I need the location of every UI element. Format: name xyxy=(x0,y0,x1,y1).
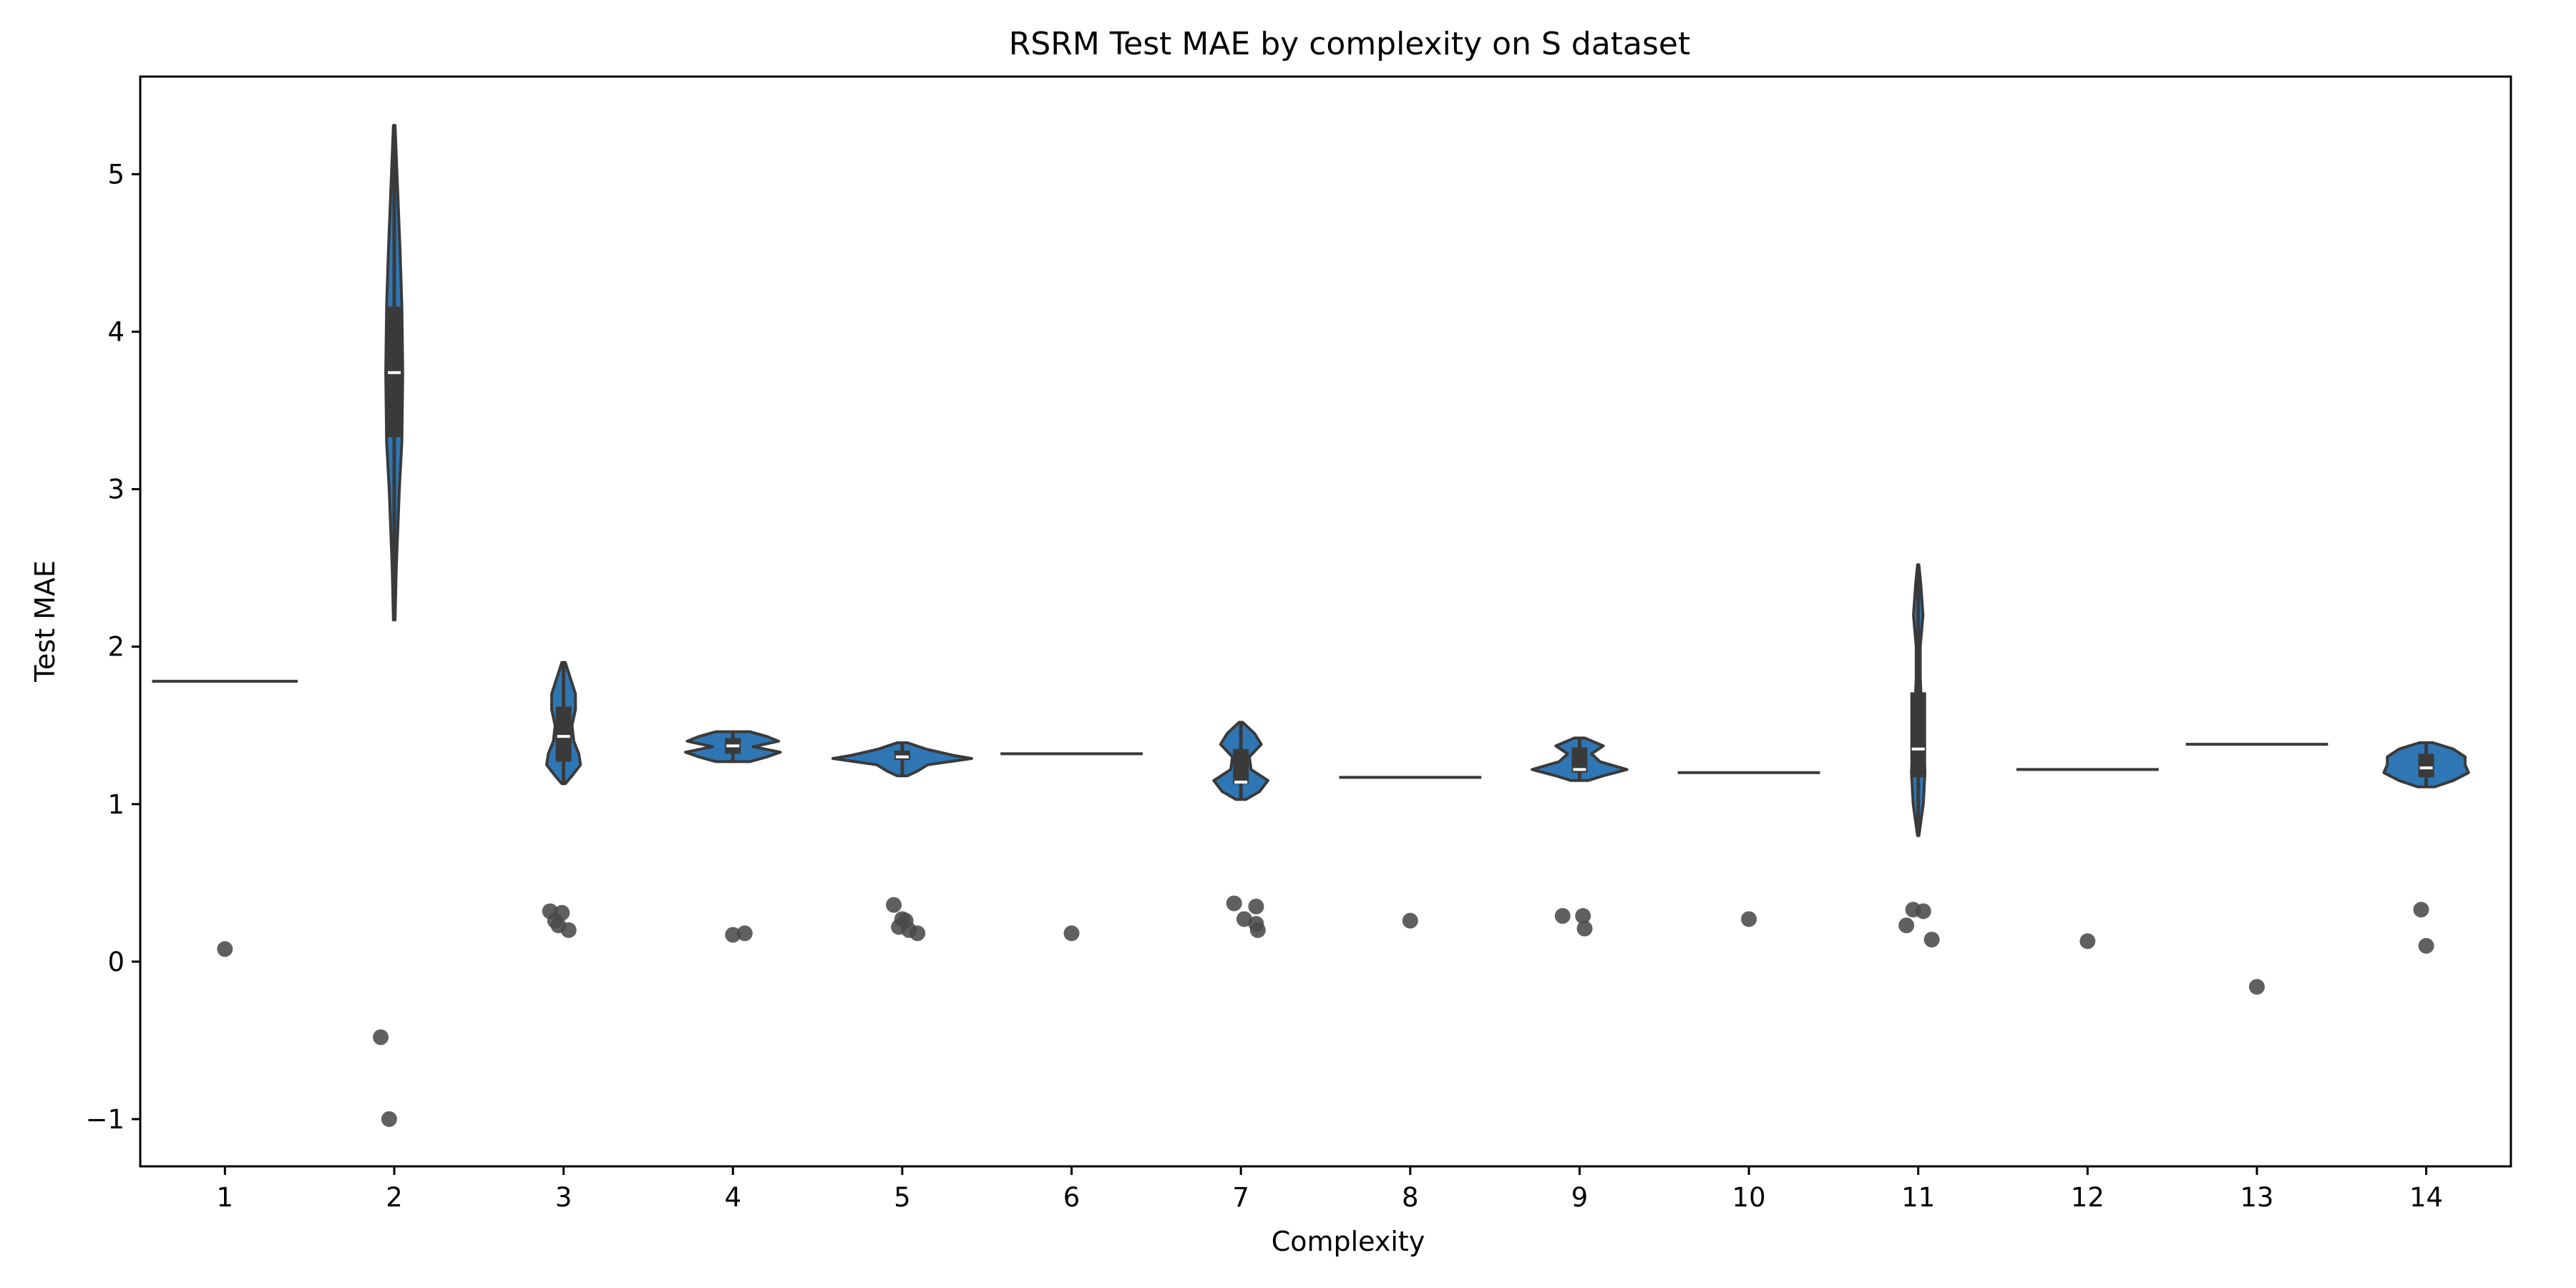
data-point-5-10 xyxy=(886,897,902,913)
violin-2 xyxy=(384,124,404,622)
x-tick-label-14: 14 xyxy=(2409,1182,2443,1213)
y-axis-label: Test MAE xyxy=(29,560,61,683)
plot-frame xyxy=(139,75,2512,1168)
violin-14 xyxy=(2382,741,2470,789)
data-point-3-6 xyxy=(554,904,570,921)
y-tick-label-5: 5 xyxy=(107,159,125,190)
data-point-10-26 xyxy=(1741,911,1757,927)
data-point-2-1 xyxy=(373,1029,389,1045)
data-point-11-27 xyxy=(1898,917,1915,934)
x-tick-label-2: 2 xyxy=(386,1182,403,1213)
x-tick-label-7: 7 xyxy=(1232,1182,1249,1213)
data-point-7-20 xyxy=(1248,898,1264,914)
data-point-5-15 xyxy=(909,925,926,942)
data-point-14-33 xyxy=(2413,902,2429,918)
x-tick-label-10: 10 xyxy=(1732,1182,1766,1213)
data-point-7-21 xyxy=(1249,922,1266,938)
data-point-4-9 xyxy=(736,925,753,942)
data-point-3-7 xyxy=(560,922,577,938)
x-tick-label-8: 8 xyxy=(1402,1182,1419,1213)
data-point-1-0 xyxy=(217,941,233,957)
violin-11 xyxy=(1910,563,1927,837)
x-tick-label-4: 4 xyxy=(724,1182,741,1213)
data-point-7-17 xyxy=(1226,895,1242,912)
data-point-12-31 xyxy=(2079,933,2096,950)
violin-box-7 xyxy=(1233,748,1249,784)
x-tick-label-9: 9 xyxy=(1571,1182,1589,1213)
violin-3 xyxy=(545,660,582,786)
data-point-4-8 xyxy=(725,927,741,943)
y-tick-label-1: 1 xyxy=(107,789,125,820)
data-point-13-32 xyxy=(2249,979,2265,995)
chart-title: RSRM Test MAE by complexity on S dataset xyxy=(1009,26,1691,62)
x-tick-label-5: 5 xyxy=(894,1182,911,1213)
violin-box-9 xyxy=(1571,747,1588,773)
data-point-6-16 xyxy=(1063,925,1080,942)
violin-7 xyxy=(1212,721,1269,801)
x-tick-label-1: 1 xyxy=(217,1182,234,1213)
x-tick-label-11: 11 xyxy=(1901,1182,1935,1213)
data-point-14-34 xyxy=(2418,937,2434,954)
data-point-2-2 xyxy=(381,1111,397,1127)
y-tick-label-0: 0 xyxy=(107,947,125,977)
data-point-11-30 xyxy=(1923,932,1940,948)
violin-box-14 xyxy=(2418,753,2434,778)
violin-box-5 xyxy=(894,750,910,761)
violin-9 xyxy=(1531,736,1629,782)
violin-4 xyxy=(684,730,782,763)
y-tick-label-2: 2 xyxy=(107,632,125,663)
x-tick-label-12: 12 xyxy=(2071,1182,2104,1213)
x-tick-label-13: 13 xyxy=(2240,1182,2273,1213)
x-axis-label: Complexity xyxy=(1272,1226,1425,1257)
y-tick-label-3: 3 xyxy=(107,474,125,505)
data-point-9-25 xyxy=(1576,920,1593,937)
x-tick-label-3: 3 xyxy=(555,1182,572,1213)
violin-box-11 xyxy=(1910,692,1926,778)
violin-5 xyxy=(831,741,973,778)
y-tick-label--1: −1 xyxy=(85,1104,125,1135)
data-point-9-24 xyxy=(1575,908,1591,924)
data-point-11-29 xyxy=(1915,903,1931,919)
violin-box-3 xyxy=(555,706,572,762)
y-tick-label-4: 4 xyxy=(107,317,125,348)
data-point-9-23 xyxy=(1554,908,1571,924)
x-tick-label-6: 6 xyxy=(1063,1182,1080,1213)
data-point-8-22 xyxy=(1402,912,1418,929)
data-point-7-18 xyxy=(1236,911,1252,927)
